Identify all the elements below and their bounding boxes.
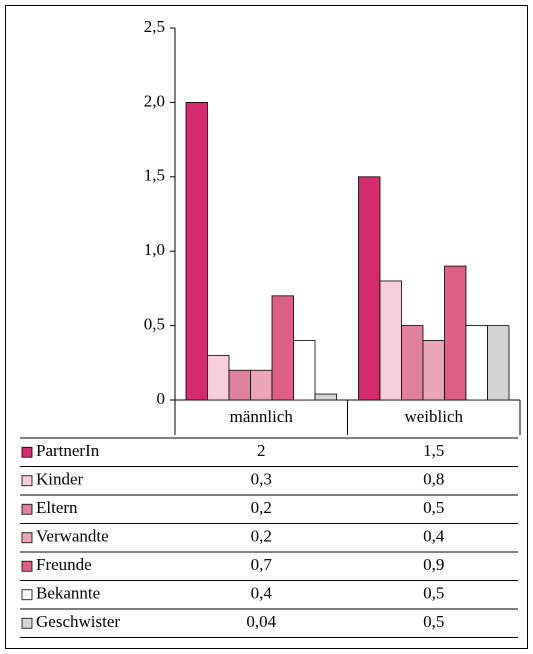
bar — [185, 102, 208, 401]
table-value: 0,5 — [423, 584, 444, 603]
bar — [293, 340, 316, 401]
bar — [487, 325, 510, 401]
bar — [207, 354, 230, 401]
y-tick-label: 1,5 — [144, 166, 165, 185]
x-tick-label: weiblich — [404, 407, 463, 426]
y-tick-label: 1,0 — [144, 240, 165, 259]
bar — [422, 340, 445, 401]
table-value: 0,04 — [246, 612, 276, 631]
y-tick-label: 0 — [157, 389, 166, 408]
table-value: 0,3 — [251, 470, 272, 489]
table-value: 0,7 — [251, 555, 273, 574]
bar — [444, 265, 467, 401]
legend-label: Freunde — [36, 555, 92, 574]
bar — [401, 325, 424, 401]
table-value: 0,2 — [251, 498, 272, 517]
legend-swatch — [21, 589, 33, 601]
table-value: 2 — [257, 441, 266, 460]
table-value: 0,9 — [423, 555, 444, 574]
y-tick-label: 0,5 — [144, 315, 165, 334]
bar — [271, 295, 294, 401]
legend-label: PartnerIn — [36, 441, 100, 460]
table-value: 1,5 — [423, 441, 444, 460]
legend-label: Verwandte — [36, 527, 109, 546]
bar — [379, 280, 402, 401]
x-tick-label: männlich — [230, 407, 294, 426]
frame — [5, 5, 528, 649]
legend-label: Geschwister — [36, 612, 120, 631]
legend-swatch — [21, 503, 33, 515]
bar — [358, 176, 381, 401]
table-value: 0,5 — [423, 498, 444, 517]
legend-label: Bekannte — [36, 584, 100, 603]
bar — [228, 369, 251, 401]
legend-swatch — [21, 560, 33, 572]
table-value: 0,2 — [251, 527, 272, 546]
bar — [314, 393, 337, 401]
table-value: 0,4 — [423, 527, 445, 546]
legend-swatch — [21, 446, 33, 458]
legend-label: Kinder — [36, 470, 84, 489]
table-value: 0,4 — [251, 584, 273, 603]
legend-swatch — [21, 532, 33, 544]
y-tick-label: 2,0 — [144, 91, 165, 110]
table-value: 0,8 — [423, 470, 444, 489]
table-value: 0,5 — [423, 612, 444, 631]
legend-label: Eltern — [36, 498, 78, 517]
legend-swatch — [21, 617, 33, 629]
bar — [250, 369, 273, 401]
legend-swatch — [21, 475, 33, 487]
bar — [465, 325, 488, 401]
y-tick-label: 2,5 — [144, 17, 165, 36]
